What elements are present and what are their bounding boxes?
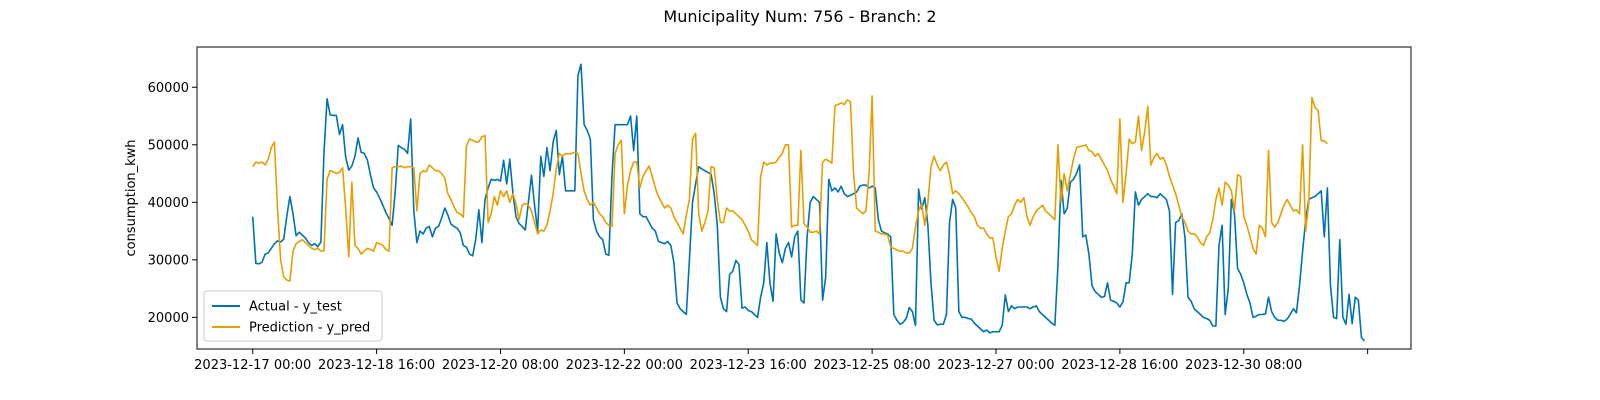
chart-title: Municipality Num: 756 - Branch: 2 xyxy=(663,7,936,26)
legend-box xyxy=(203,290,383,342)
x-tick-label: 2023-12-25 08:00 xyxy=(814,358,931,373)
legend-label-actual: Actual - y_test xyxy=(249,300,342,315)
legend-label-prediction: Prediction - y_pred xyxy=(249,321,370,336)
x-tick-label: 2023-12-28 16:00 xyxy=(1061,358,1178,373)
x-tick-label: 2023-12-23 16:00 xyxy=(690,358,807,373)
legend: Actual - y_test Prediction - y_pred xyxy=(203,290,383,342)
y-tick-label: 30000 xyxy=(148,253,189,268)
series-line-prediction xyxy=(252,95,1328,282)
x-axis: 2023-12-17 00:00 2023-12-18 16:00 2023-12-… xyxy=(194,349,1369,373)
x-tick-label: 2023-12-20 08:00 xyxy=(442,358,559,373)
y-tick-label: 40000 xyxy=(148,196,189,211)
series-line-actual xyxy=(251,63,1366,342)
x-tick-label: 2023-12-17 00:00 xyxy=(194,358,311,373)
plot-area-frame xyxy=(196,46,1412,350)
series-layer xyxy=(251,63,1366,342)
x-tick-label: 2023-12-18 16:00 xyxy=(318,358,435,373)
y-axis: 20000 30000 40000 50000 60000 xyxy=(148,81,197,326)
y-tick-label: 50000 xyxy=(148,138,189,153)
y-tick-label: 60000 xyxy=(148,81,189,96)
x-tick-label: 2023-12-30 08:00 xyxy=(1185,358,1302,373)
y-tick-label: 20000 xyxy=(148,311,189,326)
y-axis-label: consumption_kwh xyxy=(124,139,139,256)
x-tick-label: 2023-12-27 00:00 xyxy=(937,358,1054,373)
x-tick-label: 2023-12-22 00:00 xyxy=(566,358,683,373)
